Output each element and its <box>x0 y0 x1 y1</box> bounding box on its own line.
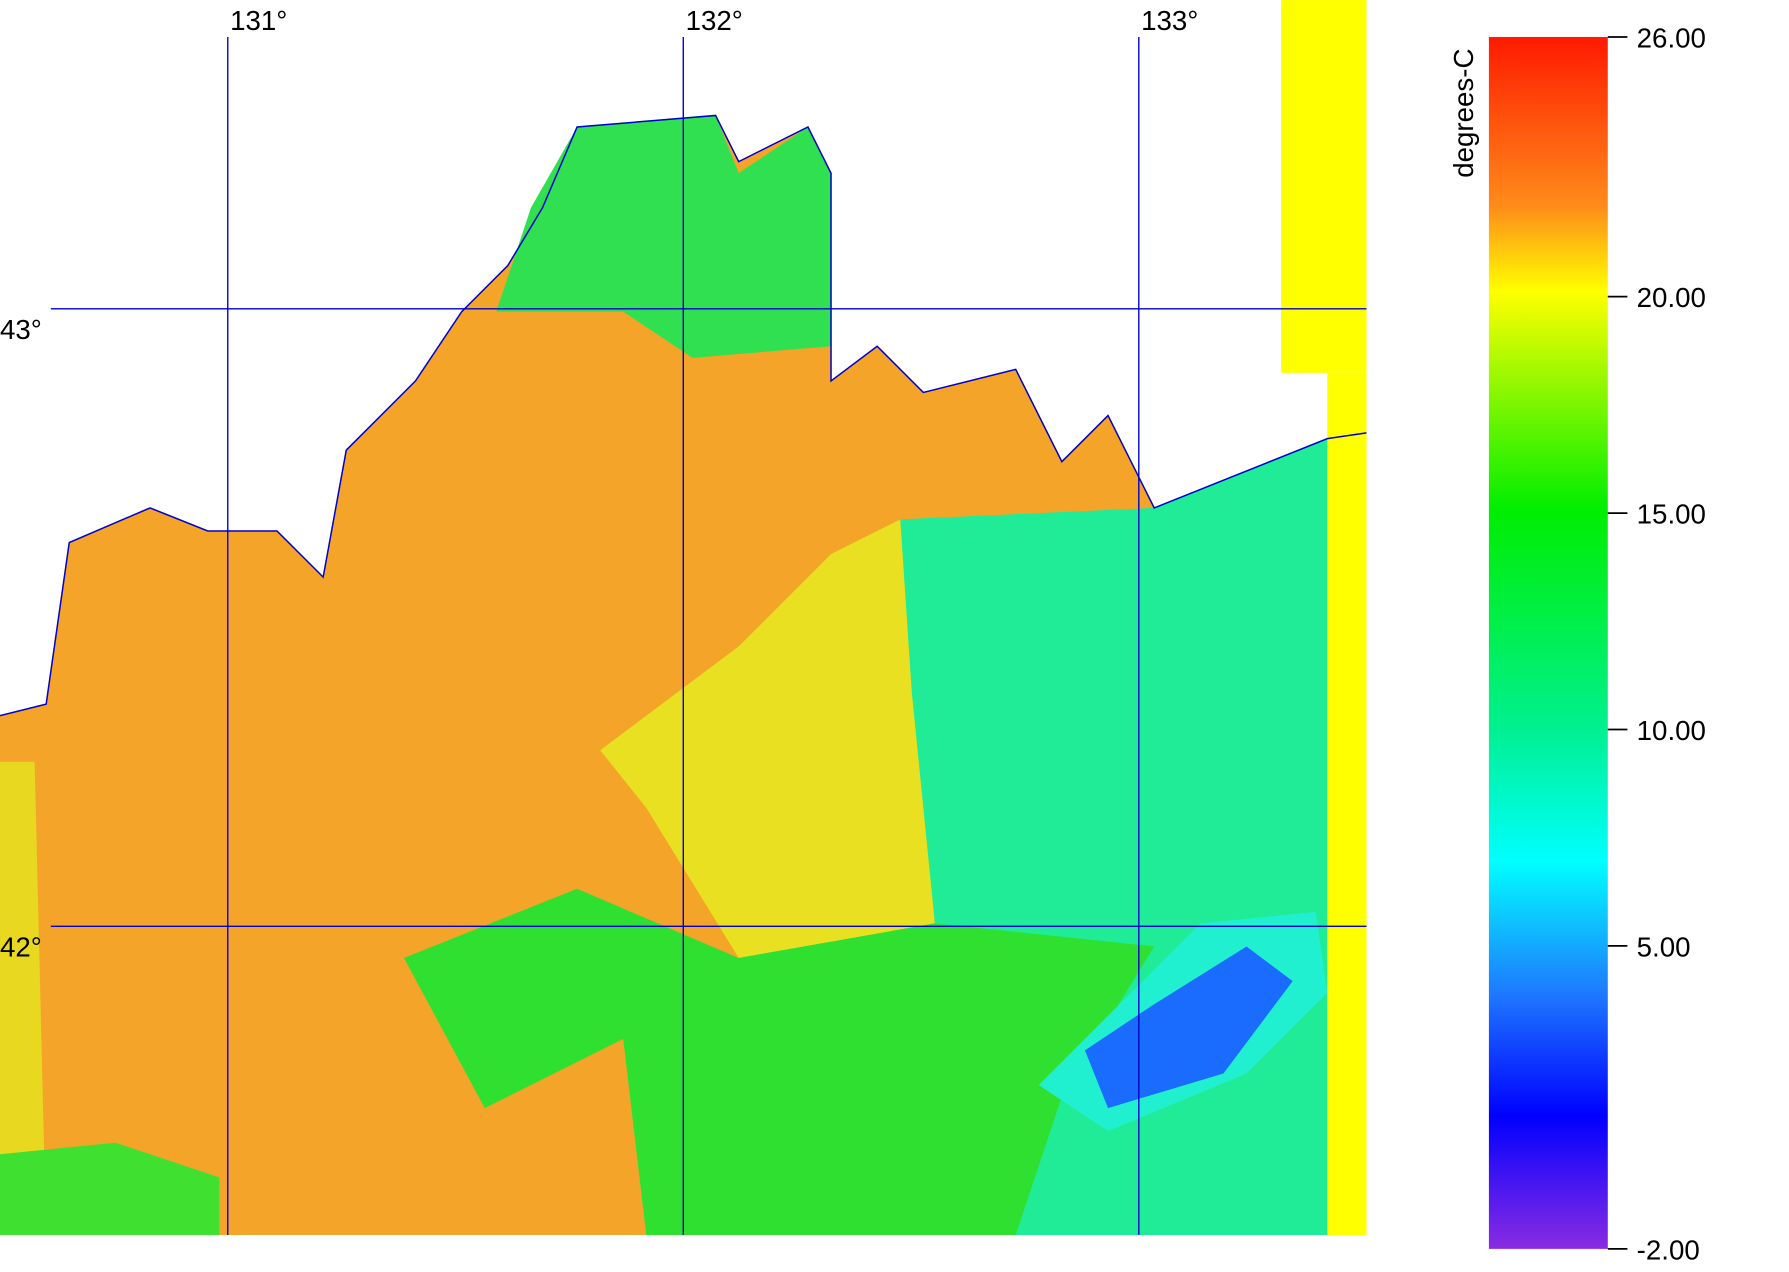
lon-label: 131° <box>230 5 287 36</box>
colorbar <box>1488 36 1608 1249</box>
colorbar-tick-label: 20.00 <box>1637 282 1706 313</box>
lon-label: 132° <box>686 5 743 36</box>
sea-green-top <box>496 115 832 358</box>
sea-green-band <box>403 888 1155 1236</box>
sea-yellow-left <box>0 761 47 1236</box>
lat-label: 42° <box>0 931 42 962</box>
no-data-strip <box>1327 372 1367 1236</box>
no-data-strip <box>1281 0 1367 373</box>
sea-blue <box>1084 946 1293 1109</box>
coastline <box>0 114 1367 717</box>
lon-label: 133° <box>1141 5 1198 36</box>
colorbar-label: degrees-C <box>1448 49 1479 178</box>
colorbar-tick-label: 26.00 <box>1637 22 1706 53</box>
colorbar-tick-label: 15.00 <box>1637 498 1706 529</box>
sea-green-sw <box>0 1142 220 1236</box>
colorbar-tick-label: -2.00 <box>1637 1234 1700 1265</box>
sst-field <box>0 0 1367 1236</box>
lat-label: 43° <box>0 314 42 345</box>
colorbar-tick-label: 10.00 <box>1637 715 1706 746</box>
colorbar-tick-label: 5.00 <box>1637 931 1691 962</box>
